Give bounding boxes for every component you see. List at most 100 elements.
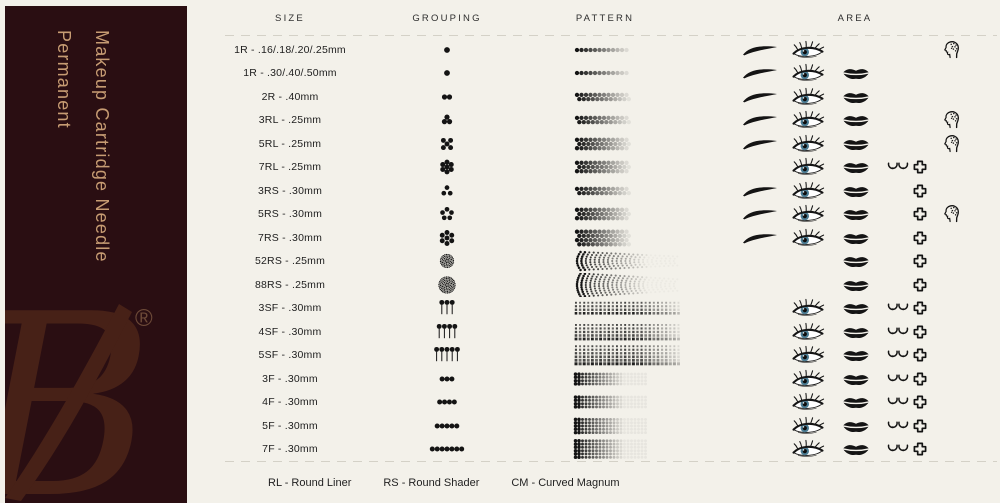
size-label: 7F - .30mm bbox=[262, 443, 318, 456]
pattern-graphic bbox=[573, 132, 693, 156]
eye-icon bbox=[791, 38, 825, 62]
grouping-icon bbox=[425, 109, 469, 133]
lips-icon bbox=[842, 320, 870, 344]
table-row: 3RS - .30mm bbox=[193, 179, 1000, 203]
size-label: 5SF - .30mm bbox=[258, 349, 322, 362]
eyebrow-icon bbox=[742, 203, 778, 227]
eye-icon bbox=[791, 438, 825, 462]
legend-item-rs: RS - Round Shader bbox=[383, 477, 480, 489]
lips-icon bbox=[842, 156, 870, 180]
pattern-graphic bbox=[573, 85, 693, 109]
lips-icon bbox=[842, 132, 870, 156]
eye-icon bbox=[791, 414, 825, 438]
eyebrow-icon bbox=[742, 38, 778, 62]
medical-cross-icon bbox=[913, 203, 927, 227]
table-row: 5SF - .30mm bbox=[193, 344, 1000, 368]
eye-icon bbox=[791, 85, 825, 109]
size-label: 4SF - .30mm bbox=[258, 325, 322, 338]
dashed-divider-top bbox=[225, 35, 997, 36]
pattern-graphic bbox=[573, 62, 693, 86]
needle-stroke bbox=[5, 304, 132, 501]
grouping-icon bbox=[425, 344, 469, 368]
lips-icon bbox=[842, 203, 870, 227]
eye-icon bbox=[791, 179, 825, 203]
size-label: 7RL - .25mm bbox=[258, 161, 322, 174]
lips-icon bbox=[842, 367, 870, 391]
eyebrow-icon bbox=[742, 179, 778, 203]
lips-icon bbox=[842, 62, 870, 86]
grouping-icon bbox=[425, 179, 469, 203]
size-label: 3RL - .25mm bbox=[258, 114, 322, 127]
lips-icon bbox=[842, 226, 870, 250]
grouping-icon bbox=[425, 203, 469, 227]
table-row: 3RL - .25mm bbox=[193, 109, 1000, 133]
table-row: 1R - .30/.40/.50mm bbox=[193, 62, 1000, 86]
pattern-graphic bbox=[573, 414, 693, 438]
table-row: 3F - .30mm bbox=[193, 367, 1000, 391]
lips-icon bbox=[842, 414, 870, 438]
pattern-graphic bbox=[573, 179, 693, 203]
brand-logo: B bbox=[5, 261, 154, 503]
grouping-icon bbox=[425, 414, 469, 438]
lips-icon bbox=[842, 297, 870, 321]
grouping-icon bbox=[425, 62, 469, 86]
lips-icon bbox=[842, 109, 870, 133]
scalp-head-icon bbox=[943, 109, 960, 133]
medical-cross-icon bbox=[913, 156, 927, 180]
eye-icon bbox=[791, 320, 825, 344]
lips-icon bbox=[842, 179, 870, 203]
brand-sidebar: Permanent Makeup Cartridge Needle B ® bbox=[5, 6, 187, 503]
table-row: 1R - .16/.18/.20/.25mm bbox=[193, 38, 1000, 62]
table-row: 7F - .30mm bbox=[193, 438, 1000, 462]
table-row: 5RS - .30mm bbox=[193, 203, 1000, 227]
table-row: 5RL - .25mm bbox=[193, 132, 1000, 156]
size-label: 1R - .30/.40/.50mm bbox=[243, 67, 337, 80]
size-label: 3RS - .30mm bbox=[257, 184, 323, 197]
legend-item-rl: RL - Round Liner bbox=[268, 477, 352, 489]
medical-cross-icon bbox=[913, 226, 927, 250]
breasts-icon bbox=[887, 391, 909, 415]
pattern-graphic bbox=[573, 226, 693, 250]
eyebrow-icon bbox=[742, 109, 778, 133]
medical-cross-icon bbox=[913, 414, 927, 438]
medical-cross-icon bbox=[913, 320, 927, 344]
grouping-icon bbox=[425, 156, 469, 180]
pattern-graphic bbox=[573, 344, 693, 368]
size-label: 5RS - .30mm bbox=[257, 208, 323, 221]
breasts-icon bbox=[887, 156, 909, 180]
eyebrow-icon bbox=[742, 62, 778, 86]
lips-icon bbox=[842, 438, 870, 462]
size-label: 1R - .16/.18/.20/.25mm bbox=[234, 43, 346, 56]
pattern-graphic bbox=[573, 109, 693, 133]
pattern-graphic bbox=[573, 438, 693, 462]
grouping-icon bbox=[425, 297, 469, 321]
eye-icon bbox=[791, 367, 825, 391]
grouping-icon bbox=[425, 132, 469, 156]
table-row: 88RS - .25mm bbox=[193, 272, 1000, 297]
pattern-graphic bbox=[573, 250, 693, 274]
scalp-head-icon bbox=[943, 203, 960, 227]
grouping-icon bbox=[425, 250, 469, 274]
lips-icon bbox=[842, 344, 870, 368]
medical-cross-icon bbox=[913, 273, 927, 297]
abbreviation-legend: RL - Round Liner RS - Round Shader CM - … bbox=[268, 472, 620, 494]
lips-icon bbox=[842, 273, 870, 297]
table-row: 3SF - .30mm bbox=[193, 297, 1000, 321]
table-row: 7RL - .25mm bbox=[193, 156, 1000, 180]
eye-icon bbox=[791, 391, 825, 415]
size-label: 52RS - .25mm bbox=[254, 255, 326, 268]
grouping-icon bbox=[425, 273, 469, 297]
size-label: 88RS - .25mm bbox=[254, 278, 326, 291]
table-row: 4SF - .30mm bbox=[193, 320, 1000, 344]
medical-cross-icon bbox=[913, 297, 927, 321]
pattern-graphic bbox=[573, 38, 693, 62]
lips-icon bbox=[842, 250, 870, 274]
grouping-icon bbox=[425, 85, 469, 109]
brand-title-line2: Makeup Cartridge Needle bbox=[92, 30, 112, 263]
medical-cross-icon bbox=[913, 438, 927, 462]
grouping-icon bbox=[425, 320, 469, 344]
scalp-head-icon bbox=[943, 38, 960, 62]
size-label: 4F - .30mm bbox=[262, 396, 318, 409]
size-label: 2R - .40mm bbox=[261, 90, 319, 103]
